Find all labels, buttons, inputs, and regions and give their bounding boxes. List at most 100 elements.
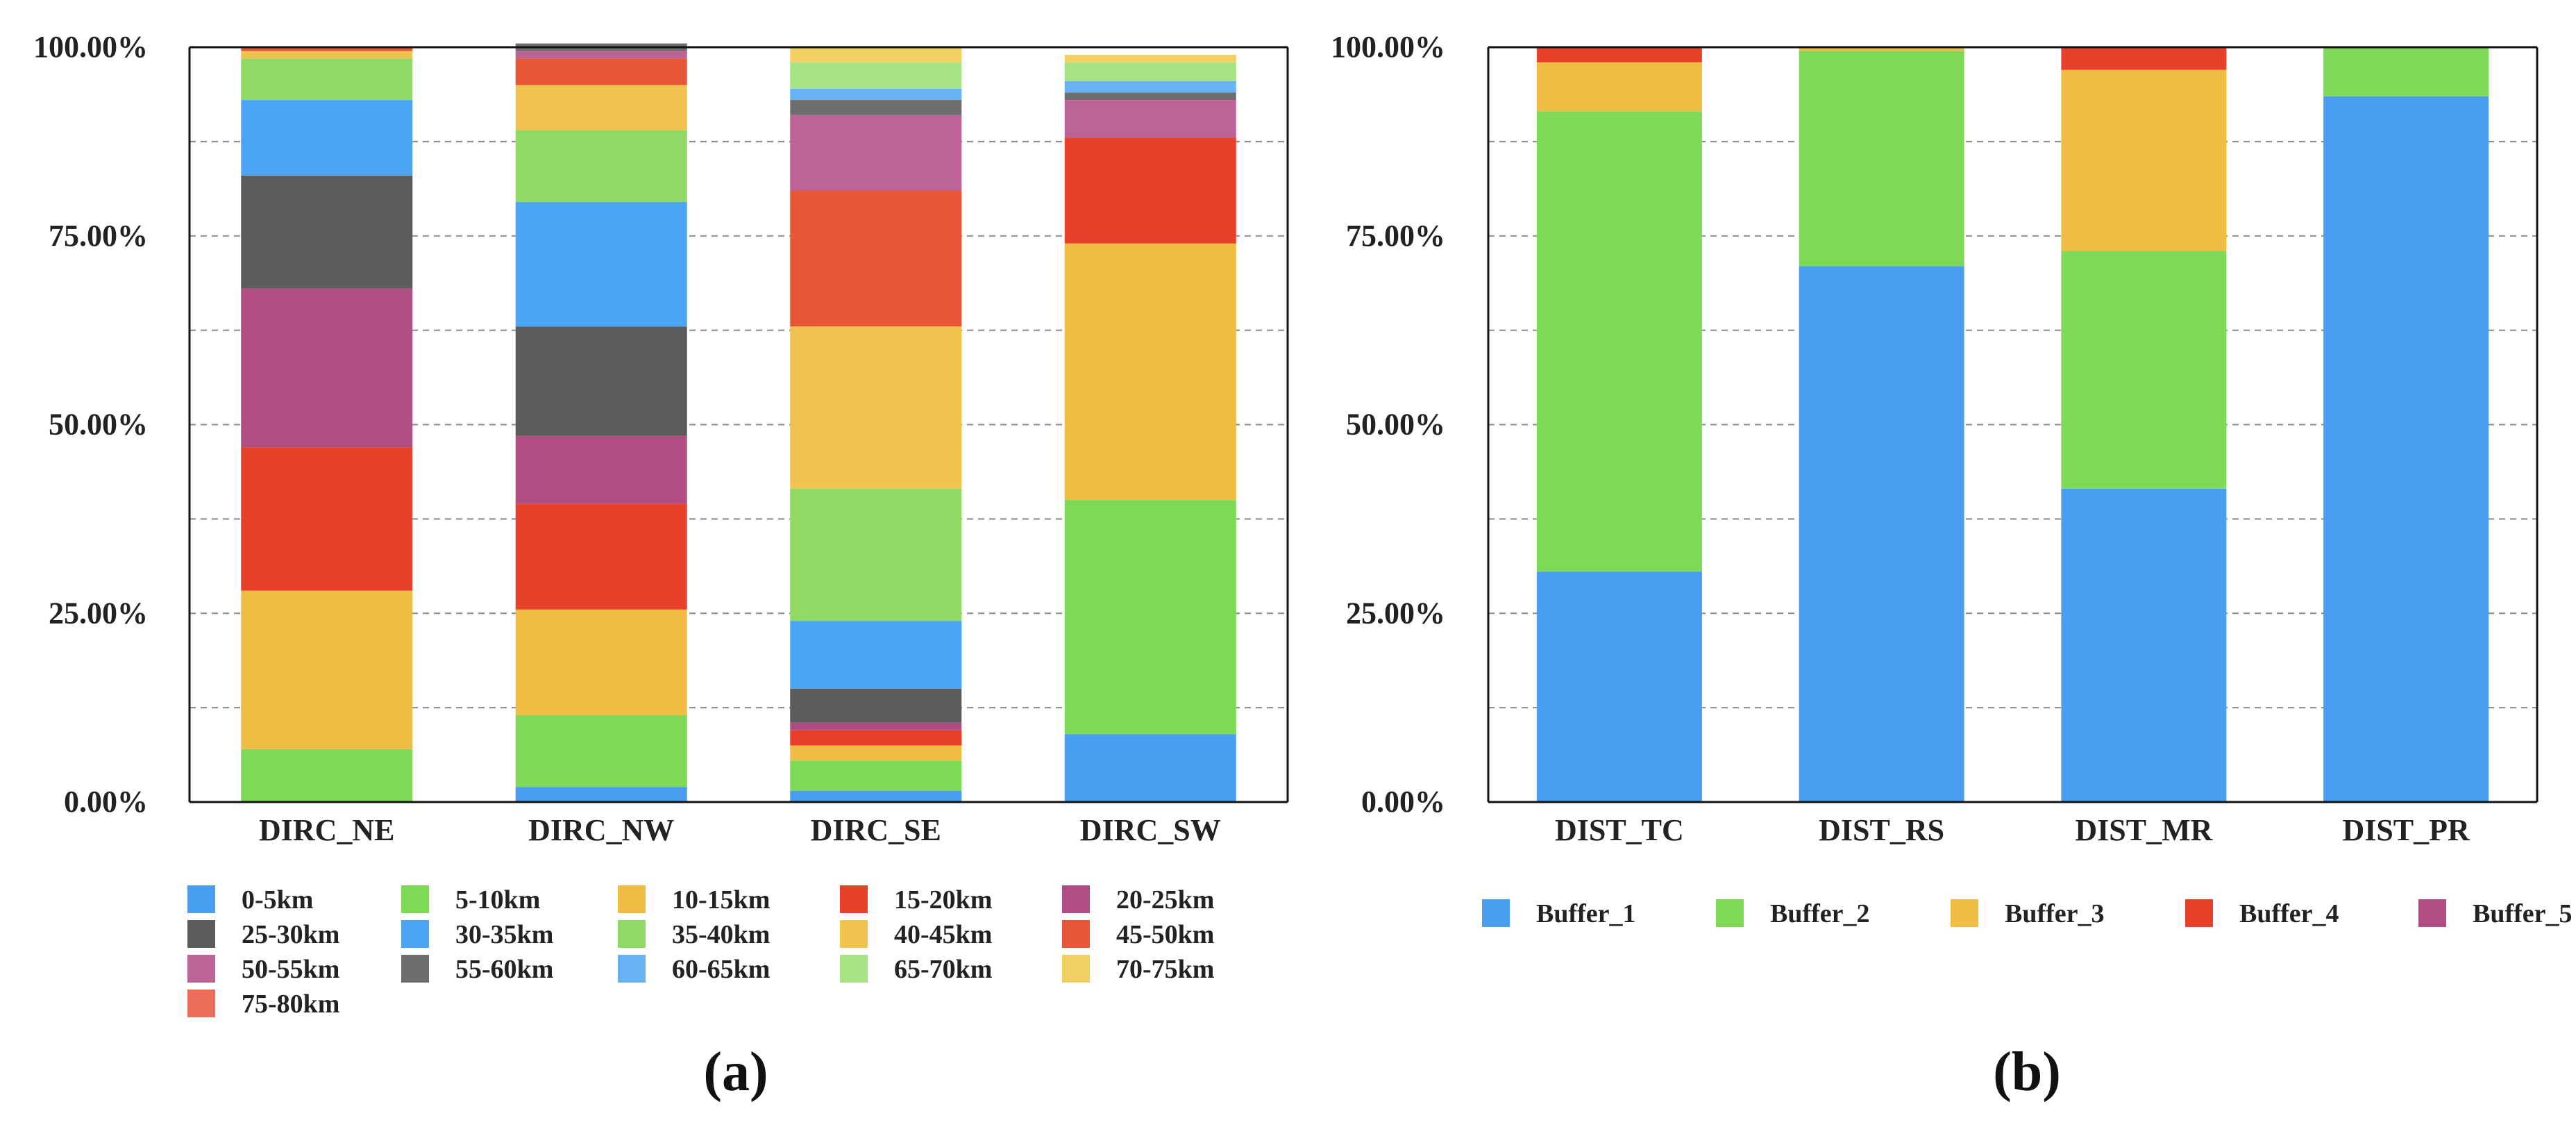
panel-b-bar-DIST_TC-Buffer_1 — [1536, 571, 1702, 802]
panel-a-bar-DIRC_NE-20-25km — [241, 288, 413, 448]
panel-b-y-tick-label: 75.00% — [1346, 219, 1445, 253]
panel-a-bar-DIRC_SE-45-50km — [790, 190, 962, 327]
panel-b-legend-swatch — [1482, 899, 1510, 927]
panel-a-legend-swatch — [618, 955, 646, 983]
panel-a-bar-DIRC_NW-10-15km — [515, 609, 687, 715]
panel-a-bar-DIRC_SE-15-20km — [790, 730, 962, 746]
panel-a-bar-DIRC_SE-0-5km — [790, 790, 962, 802]
panel-a-legend-label: 70-75km — [1116, 955, 1214, 984]
panel-a-category-label: DIRC_NW — [528, 813, 674, 847]
panel-a-bar-DIRC_SE-55-60km — [790, 100, 962, 115]
panel-a-legend-swatch — [401, 885, 429, 913]
panel-a-legend-label: 60-65km — [672, 955, 770, 984]
panel-a-bar-DIRC_SE-10-15km — [790, 745, 962, 761]
panel-a-bar-DIRC_SE-60-65km — [790, 88, 962, 101]
panel-a-bar-DIRC_SW-5-10km — [1064, 500, 1236, 735]
panel-a-chart: DIRC_NE DIRC_NW DIRC_SE DIRC_SW 0.00% 25.00% 5… — [33, 30, 1289, 1103]
panel-a-caption: (a) — [703, 1042, 768, 1103]
panel-b-bar-DIST_RS-Buffer_1 — [1799, 266, 1964, 803]
panel-b-legend-swatch — [1716, 899, 1744, 927]
panel-b-bar-DIST_PR-Buffer_1 — [2323, 96, 2489, 802]
panel-a-legend-swatch — [618, 885, 646, 913]
panel-a-legend-label: 20-25km — [1116, 885, 1214, 915]
panel-a-category-label: DIRC_SE — [811, 813, 941, 847]
panel-a-legend-label: 25-30km — [242, 920, 339, 949]
panel-a-bar-DIRC_SW-55-60km — [1064, 92, 1236, 101]
panel-a-bar-DIRC_SE-35-40km — [790, 488, 962, 621]
panel-a-bar-DIRC_NW-50-55km — [515, 51, 687, 59]
panel-a-bar-DIRC_NE-10-15km — [241, 590, 413, 749]
panel-a-bar-DIRC_NW-25-30km — [515, 326, 687, 436]
panel-a-bar-DIRC_SW-65-70km — [1064, 62, 1236, 81]
panel-b-category-label: DIST_TC — [1555, 813, 1684, 847]
panel-a-bar-DIRC_SE-65-70km — [790, 62, 962, 89]
panel-a-legend-swatch — [1062, 955, 1090, 983]
panel-b-category-label: DIST_MR — [2075, 813, 2213, 847]
panel-b-bar-DIST_TC-Buffer_4 — [1536, 47, 1702, 62]
panel-a-bar-DIRC_NW-40-45km — [515, 85, 687, 131]
panel-b-bar-DIST_TC-Buffer_3 — [1536, 62, 1702, 112]
panel-a-legend-swatch — [618, 920, 646, 948]
panel-a-category-label: DIRC_SW — [1080, 813, 1221, 847]
panel-b-bar-DIST_MR-Buffer_2 — [2061, 251, 2227, 489]
panel-a-legend-swatch — [1062, 885, 1090, 913]
panel-b-caption: (b) — [1993, 1042, 2061, 1103]
panel-a-bar-DIRC_NE-45-50km — [241, 47, 413, 51]
panel-a-bar-DIRC_NE-5-10km — [241, 749, 413, 802]
panel-b-chart: DIST_TC DIST_RS DIST_MR DIST_PR 0.00% 25.00% 5… — [1331, 30, 2573, 1103]
panel-a-bar-DIRC_SE-70-75km — [790, 47, 962, 62]
panel-a-bar-DIRC_SE-5-10km — [790, 760, 962, 791]
panel-a-bar-DIRC_NE-30-35km — [241, 100, 413, 176]
panel-a-y-tick-label: 25.00% — [49, 596, 148, 630]
panel-a-legend-swatch — [401, 920, 429, 948]
panel-b-y-tick-label: 100.00% — [1331, 30, 1445, 64]
panel-a-bar-DIRC_SE-25-30km — [790, 688, 962, 723]
panel-a-legend-label: 30-35km — [455, 920, 553, 949]
panel-a-bar-DIRC_SE-30-35km — [790, 621, 962, 689]
panel-a-legend-label: 45-50km — [1116, 920, 1214, 949]
panel-a-legend-swatch — [840, 920, 868, 948]
panel-a-y-tick-label: 50.00% — [49, 408, 148, 442]
panel-a-legend-swatch — [1062, 920, 1090, 948]
panel-a-bar-DIRC_NW-15-20km — [515, 503, 687, 610]
panel-b-legend-swatch — [2418, 899, 2446, 927]
panel-b-y-tick-label: 25.00% — [1346, 596, 1445, 630]
panel-a-legend-label: 50-55km — [242, 955, 339, 984]
panel-a-legend-label: 10-15km — [672, 885, 770, 915]
panel-a-bar-DIRC_NW-5-10km — [515, 715, 687, 787]
panel-a-legend-label: 65-70km — [894, 955, 992, 984]
panel-a-bar-DIRC_NW-35-40km — [515, 130, 687, 202]
panel-b-bar-DIST_MR-Buffer_4 — [2061, 47, 2227, 70]
panel-a-legend-swatch — [401, 955, 429, 983]
panel-b-category-label: DIST_RS — [1819, 813, 1944, 847]
panel-a-bar-DIRC_NE-40-45km — [241, 51, 413, 59]
panel-b-bar-DIST_RS-Buffer_3 — [1799, 47, 1964, 51]
panel-b-legend-label: Buffer_3 — [2005, 899, 2105, 928]
panel-a-bar-DIRC_SW-70-75km — [1064, 54, 1236, 62]
panel-b-legend-label: Buffer_5 — [2473, 899, 2573, 928]
panel-a-bar-DIRC_SE-50-55km — [790, 115, 962, 191]
panel-a-legend-label: 35-40km — [672, 920, 770, 949]
panel-b-category-label: DIST_PR — [2342, 813, 2470, 847]
panel-a-bar-DIRC_SW-0-5km — [1064, 734, 1236, 802]
panel-a-y-tick-label: 75.00% — [49, 219, 148, 253]
panel-a-legend-swatch — [187, 955, 215, 983]
panel-a-bar-DIRC_SW-15-20km — [1064, 137, 1236, 244]
panel-a-bar-DIRC_NW-45-50km — [515, 58, 687, 85]
panel-a-y-tick-label: 100.00% — [33, 30, 148, 64]
panel-b-y-tick-label: 0.00% — [1361, 785, 1445, 819]
panel-a-bar-DIRC_NW-20-25km — [515, 435, 687, 504]
panel-a-legend-label: 5-10km — [455, 885, 540, 915]
panel-a-legend-label: 55-60km — [455, 955, 553, 984]
panel-b-bar-DIST_PR-Buffer_2 — [2323, 47, 2489, 97]
panel-a-bar-DIRC_NE-25-30km — [241, 175, 413, 289]
panel-b-bar-DIST_RS-Buffer_2 — [1799, 51, 1964, 267]
panel-b-bar-DIST_MR-Buffer_3 — [2061, 69, 2227, 251]
panel-b-legend-label: Buffer_1 — [1536, 899, 1636, 928]
panel-a-bar-DIRC_SW-60-65km — [1064, 81, 1236, 93]
panel-a-bar-DIRC_SW-50-55km — [1064, 100, 1236, 138]
panel-b-bar-DIST_TC-Buffer_2 — [1536, 111, 1702, 572]
panel-b-bar-DIST_MR-Buffer_1 — [2061, 488, 2227, 802]
panel-b-legend-label: Buffer_4 — [2239, 899, 2339, 928]
